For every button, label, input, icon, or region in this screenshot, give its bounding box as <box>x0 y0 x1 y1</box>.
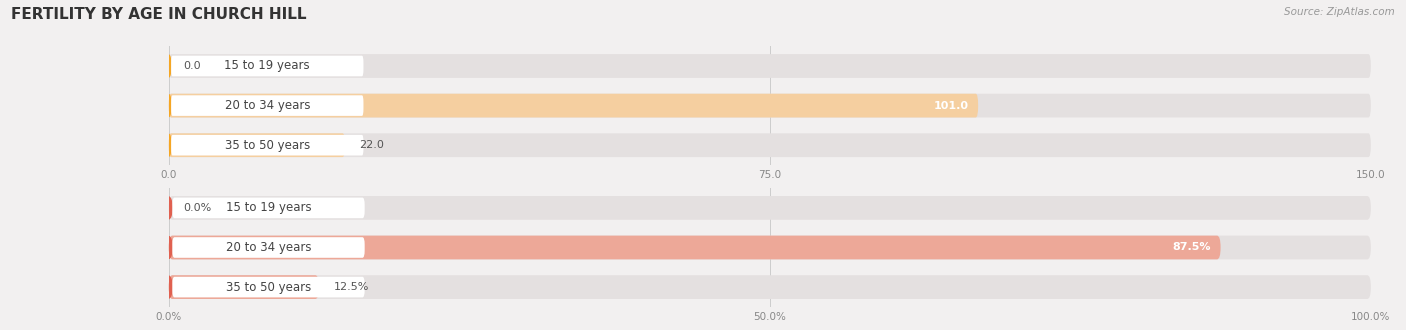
Circle shape <box>166 276 172 298</box>
Text: 35 to 50 years: 35 to 50 years <box>225 139 309 152</box>
FancyBboxPatch shape <box>169 236 1371 259</box>
Text: 0.0%: 0.0% <box>183 203 211 213</box>
Text: 15 to 19 years: 15 to 19 years <box>225 59 311 73</box>
FancyBboxPatch shape <box>172 95 364 116</box>
FancyBboxPatch shape <box>169 54 1371 78</box>
FancyBboxPatch shape <box>173 277 364 297</box>
Circle shape <box>166 134 172 156</box>
FancyBboxPatch shape <box>169 275 1371 299</box>
Text: 101.0: 101.0 <box>934 101 969 111</box>
Text: 35 to 50 years: 35 to 50 years <box>226 280 311 294</box>
Text: 0.0: 0.0 <box>183 61 201 71</box>
Text: FERTILITY BY AGE IN CHURCH HILL: FERTILITY BY AGE IN CHURCH HILL <box>11 7 307 21</box>
FancyBboxPatch shape <box>169 196 1371 220</box>
Text: 22.0: 22.0 <box>360 140 384 150</box>
FancyBboxPatch shape <box>172 56 364 76</box>
Text: Source: ZipAtlas.com: Source: ZipAtlas.com <box>1284 7 1395 16</box>
Circle shape <box>166 55 172 77</box>
Circle shape <box>166 237 172 258</box>
Text: 15 to 19 years: 15 to 19 years <box>226 201 311 214</box>
FancyBboxPatch shape <box>169 133 344 157</box>
FancyBboxPatch shape <box>169 133 1371 157</box>
FancyBboxPatch shape <box>169 94 1371 117</box>
Text: 87.5%: 87.5% <box>1173 243 1211 252</box>
FancyBboxPatch shape <box>169 236 1220 259</box>
FancyBboxPatch shape <box>173 198 364 218</box>
FancyBboxPatch shape <box>172 135 364 155</box>
FancyBboxPatch shape <box>169 94 979 117</box>
Circle shape <box>166 95 172 116</box>
FancyBboxPatch shape <box>173 237 364 258</box>
Text: 12.5%: 12.5% <box>333 282 368 292</box>
FancyBboxPatch shape <box>169 275 319 299</box>
Circle shape <box>166 197 172 219</box>
Text: 20 to 34 years: 20 to 34 years <box>225 99 311 112</box>
Text: 20 to 34 years: 20 to 34 years <box>226 241 311 254</box>
